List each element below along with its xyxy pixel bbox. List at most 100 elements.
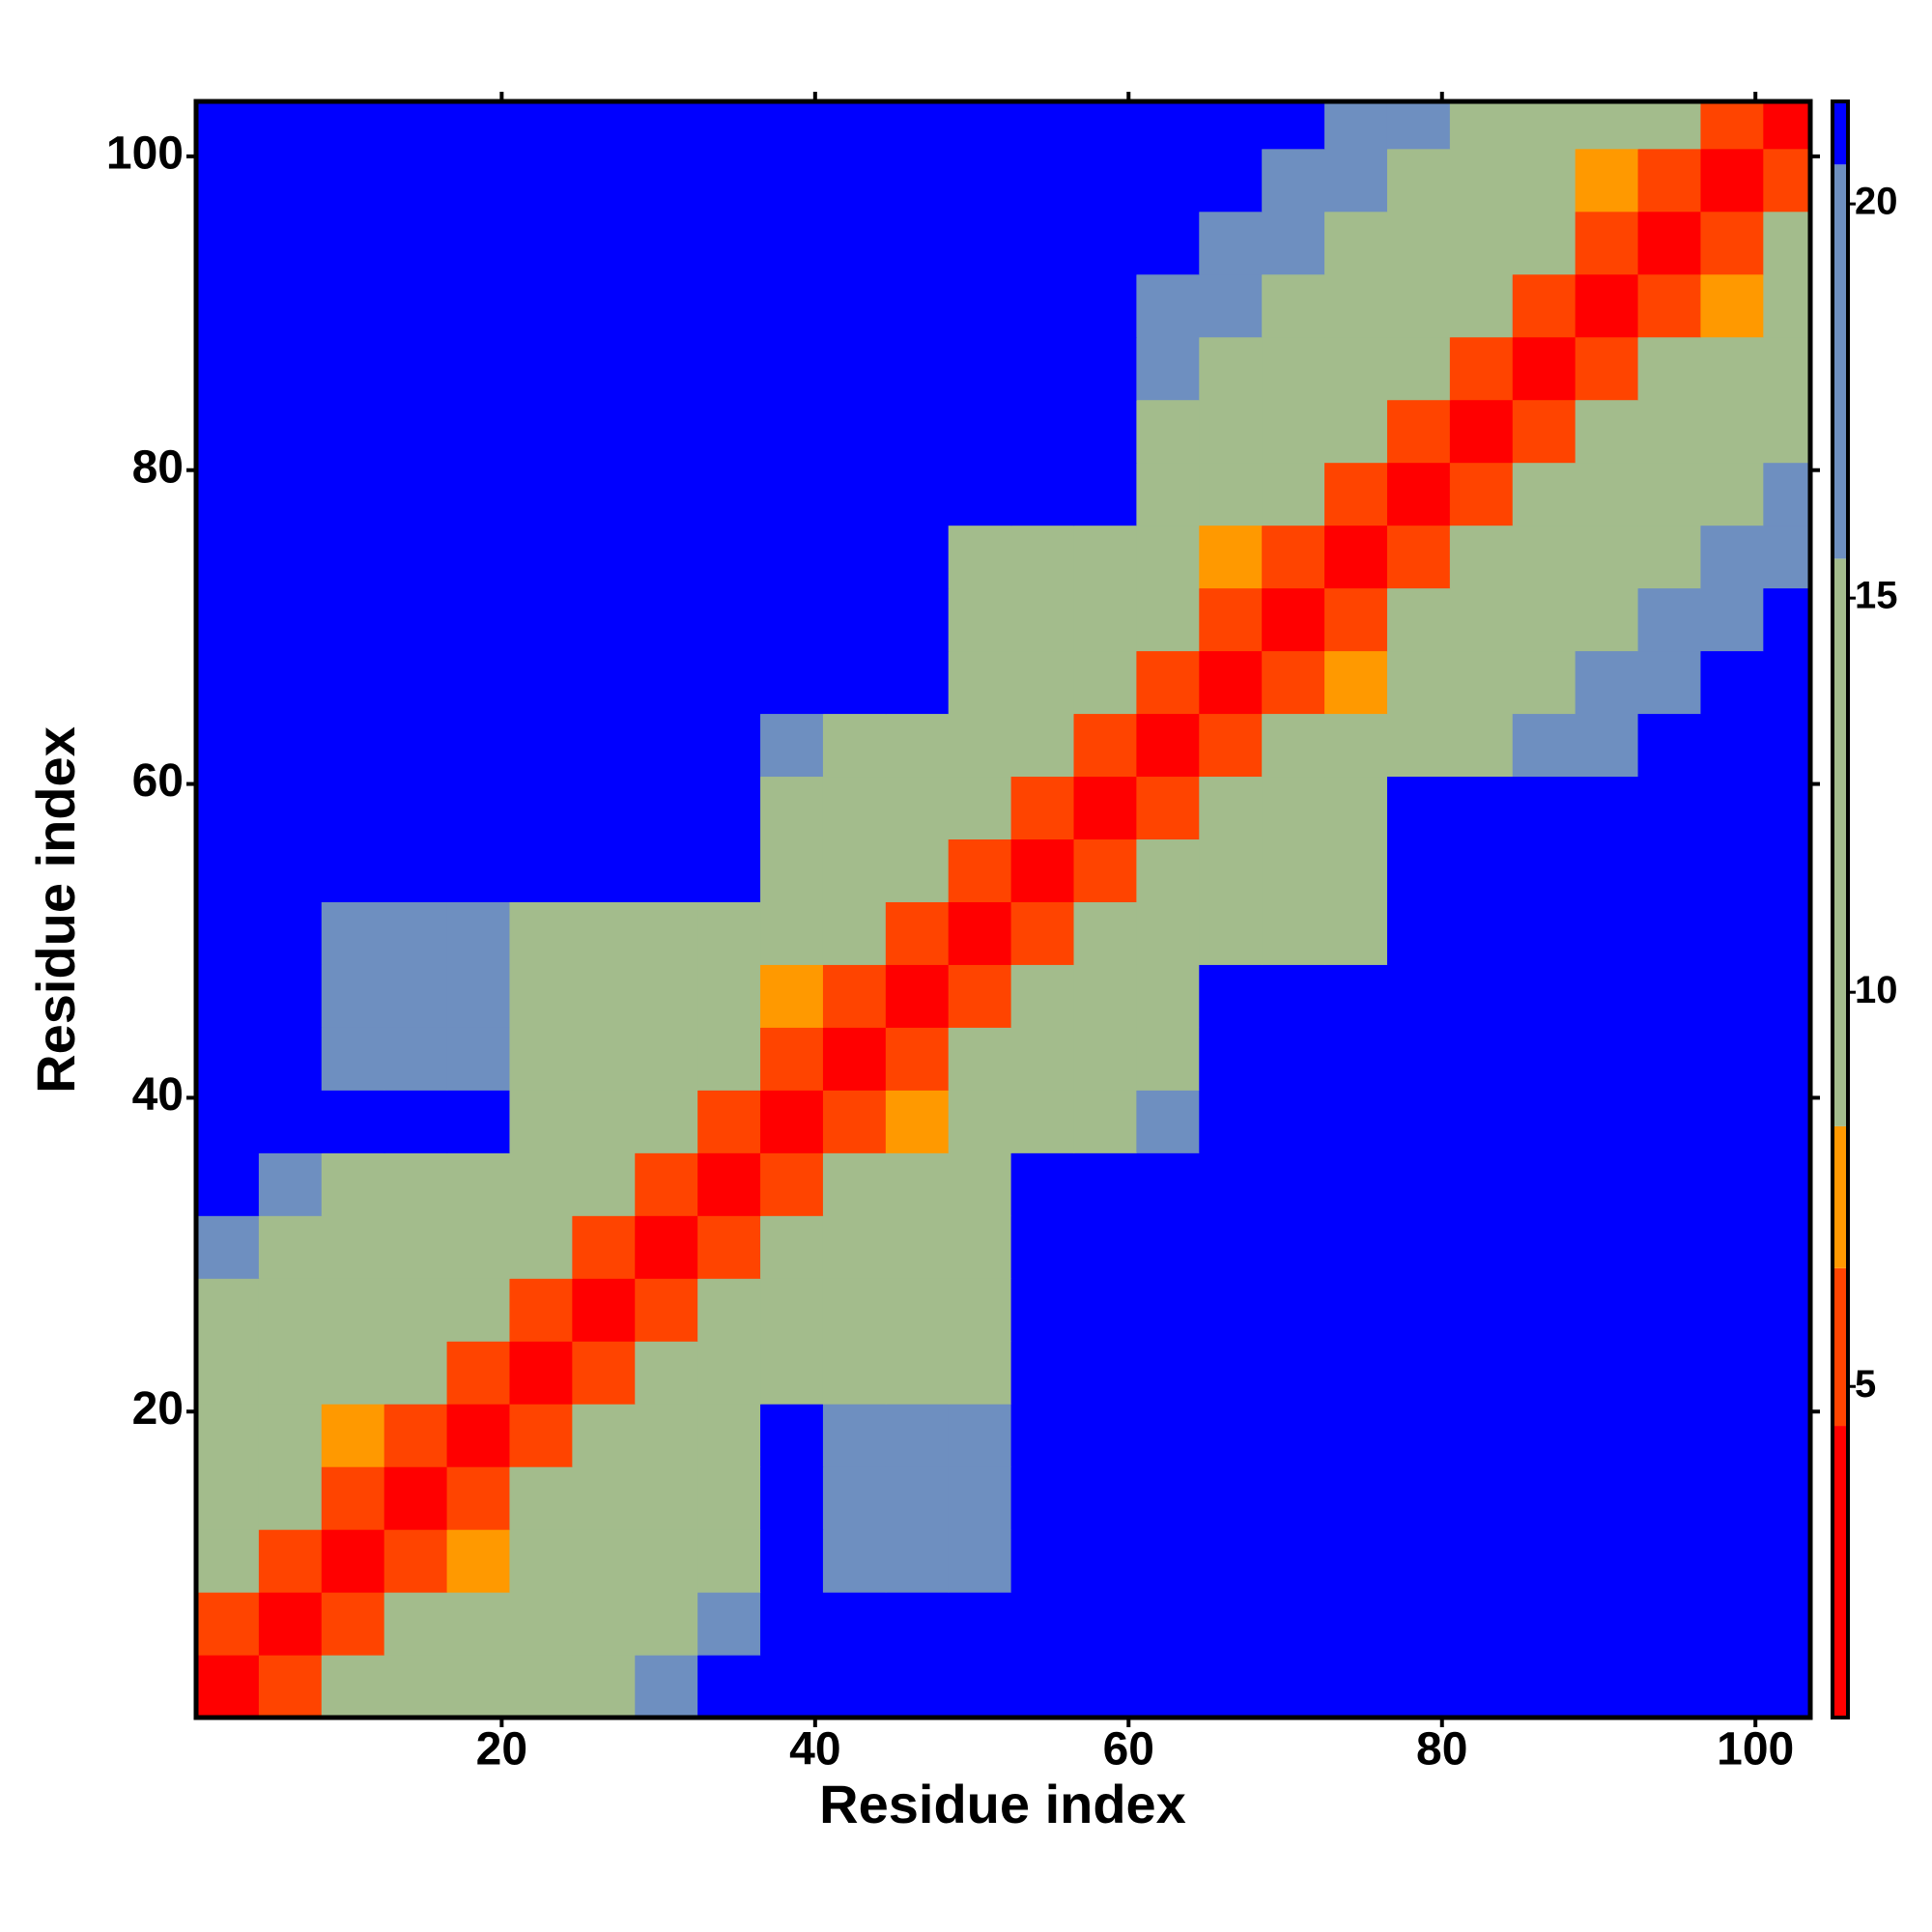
heatmap-cell bbox=[572, 901, 636, 965]
heatmap-cell bbox=[258, 211, 323, 275]
heatmap-cell bbox=[948, 148, 1012, 213]
heatmap-cell bbox=[384, 1278, 448, 1342]
heatmap-cell bbox=[1637, 525, 1702, 589]
heatmap-cell bbox=[1386, 1529, 1451, 1593]
heatmap-cell bbox=[384, 650, 448, 715]
heatmap-cell bbox=[1324, 1592, 1388, 1656]
heatmap-cell bbox=[1637, 399, 1702, 464]
heatmap-cell bbox=[1449, 336, 1514, 401]
heatmap-cell bbox=[384, 273, 448, 338]
heatmap-cell bbox=[1449, 1278, 1514, 1342]
heatmap-cell bbox=[1136, 1466, 1200, 1530]
heatmap-cell bbox=[384, 336, 448, 401]
heatmap-cell bbox=[1449, 776, 1514, 840]
heatmap-cell bbox=[1324, 336, 1388, 401]
heatmap-cell bbox=[1073, 1466, 1137, 1530]
heatmap-cell bbox=[1575, 1404, 1639, 1467]
heatmap-cell bbox=[1136, 587, 1200, 652]
heatmap-cell bbox=[258, 399, 323, 464]
heatmap-cell bbox=[760, 1027, 824, 1091]
heatmap-cell bbox=[1512, 713, 1577, 778]
heatmap-cell bbox=[1324, 211, 1388, 275]
heatmap-cell bbox=[1324, 1278, 1388, 1342]
heatmap-cell bbox=[321, 1655, 385, 1719]
heatmap-cell bbox=[196, 901, 260, 965]
heatmap-cell bbox=[1512, 1592, 1577, 1656]
heatmap-cell bbox=[822, 1592, 887, 1656]
heatmap-cell bbox=[1386, 1152, 1451, 1216]
heatmap-cell bbox=[572, 1278, 636, 1342]
heatmap-cell bbox=[697, 1529, 761, 1593]
heatmap-cell bbox=[258, 1278, 323, 1342]
heatmap-cell bbox=[1010, 713, 1075, 778]
heatmap-cell bbox=[1637, 1655, 1702, 1719]
heatmap-cell bbox=[1512, 148, 1577, 213]
heatmap-cell bbox=[572, 1592, 636, 1656]
heatmap-cell bbox=[635, 901, 698, 965]
heatmap-cell bbox=[1262, 399, 1325, 464]
heatmap-cell bbox=[760, 901, 824, 965]
heatmap-cell bbox=[509, 336, 573, 401]
heatmap-cell bbox=[1449, 838, 1514, 902]
heatmap-cell bbox=[384, 776, 448, 840]
heatmap-cell bbox=[1010, 1341, 1075, 1405]
heatmap-cell bbox=[509, 1655, 573, 1719]
heatmap-cell bbox=[1324, 1090, 1388, 1153]
heatmap-cell bbox=[1575, 1090, 1639, 1153]
heatmap-cell bbox=[822, 101, 887, 150]
heatmap-cell bbox=[1262, 1215, 1325, 1279]
heatmap-cell bbox=[885, 273, 950, 338]
heatmap-cell bbox=[509, 148, 573, 213]
heatmap-cell bbox=[1262, 776, 1325, 840]
heatmap-cell bbox=[196, 1592, 260, 1656]
heatmap-cell bbox=[1386, 1341, 1451, 1405]
heatmap-cell bbox=[635, 650, 698, 715]
heatmap-cell bbox=[697, 901, 761, 965]
heatmap-cell bbox=[760, 1090, 824, 1153]
heatmap-cell bbox=[196, 1027, 260, 1091]
heatmap-cell bbox=[760, 336, 824, 401]
heatmap-cell bbox=[1763, 273, 1811, 338]
heatmap-cell bbox=[196, 1152, 260, 1216]
heatmap-cell bbox=[635, 211, 698, 275]
heatmap-cell bbox=[885, 399, 950, 464]
heatmap-cell bbox=[384, 1529, 448, 1593]
heatmap-cell bbox=[1637, 148, 1702, 213]
heatmap-cell bbox=[822, 148, 887, 213]
heatmap-cell bbox=[1136, 273, 1200, 338]
heatmap-cell bbox=[446, 101, 511, 150]
heatmap-cell bbox=[1386, 1655, 1451, 1719]
heatmap-cell bbox=[321, 1404, 385, 1467]
heatmap-cell bbox=[822, 838, 887, 902]
heatmap-cell bbox=[196, 1341, 260, 1405]
heatmap-cell bbox=[1386, 462, 1451, 526]
heatmap-cell bbox=[760, 148, 824, 213]
heatmap-cell bbox=[1575, 399, 1639, 464]
heatmap-cell bbox=[1700, 1027, 1764, 1091]
heatmap-cell bbox=[885, 336, 950, 401]
heatmap-cell bbox=[948, 399, 1012, 464]
heatmap-cell bbox=[446, 1592, 511, 1656]
heatmap-cell bbox=[446, 525, 511, 589]
heatmap-cell bbox=[196, 1278, 260, 1342]
heatmap-cell bbox=[697, 964, 761, 1028]
heatmap-cell bbox=[1073, 587, 1137, 652]
heatmap-cell bbox=[509, 273, 573, 338]
heatmap-cell bbox=[1637, 462, 1702, 526]
heatmap-cell bbox=[760, 1529, 824, 1593]
heatmap-cell bbox=[1324, 776, 1388, 840]
heatmap-cell bbox=[509, 587, 573, 652]
heatmap-cell bbox=[1136, 838, 1200, 902]
heatmap-cell bbox=[948, 838, 1012, 902]
heatmap-cell bbox=[446, 776, 511, 840]
heatmap-cell bbox=[446, 1215, 511, 1279]
heatmap-cell bbox=[760, 838, 824, 902]
heatmap-cell bbox=[1010, 1278, 1075, 1342]
heatmap-cell bbox=[321, 1341, 385, 1405]
heatmap-cell bbox=[948, 525, 1012, 589]
heatmap-cell bbox=[948, 964, 1012, 1028]
heatmap-cell bbox=[1700, 148, 1764, 213]
heatmap-cell bbox=[1262, 838, 1325, 902]
heatmap-cell bbox=[321, 1090, 385, 1153]
heatmap-cell bbox=[760, 1215, 824, 1279]
